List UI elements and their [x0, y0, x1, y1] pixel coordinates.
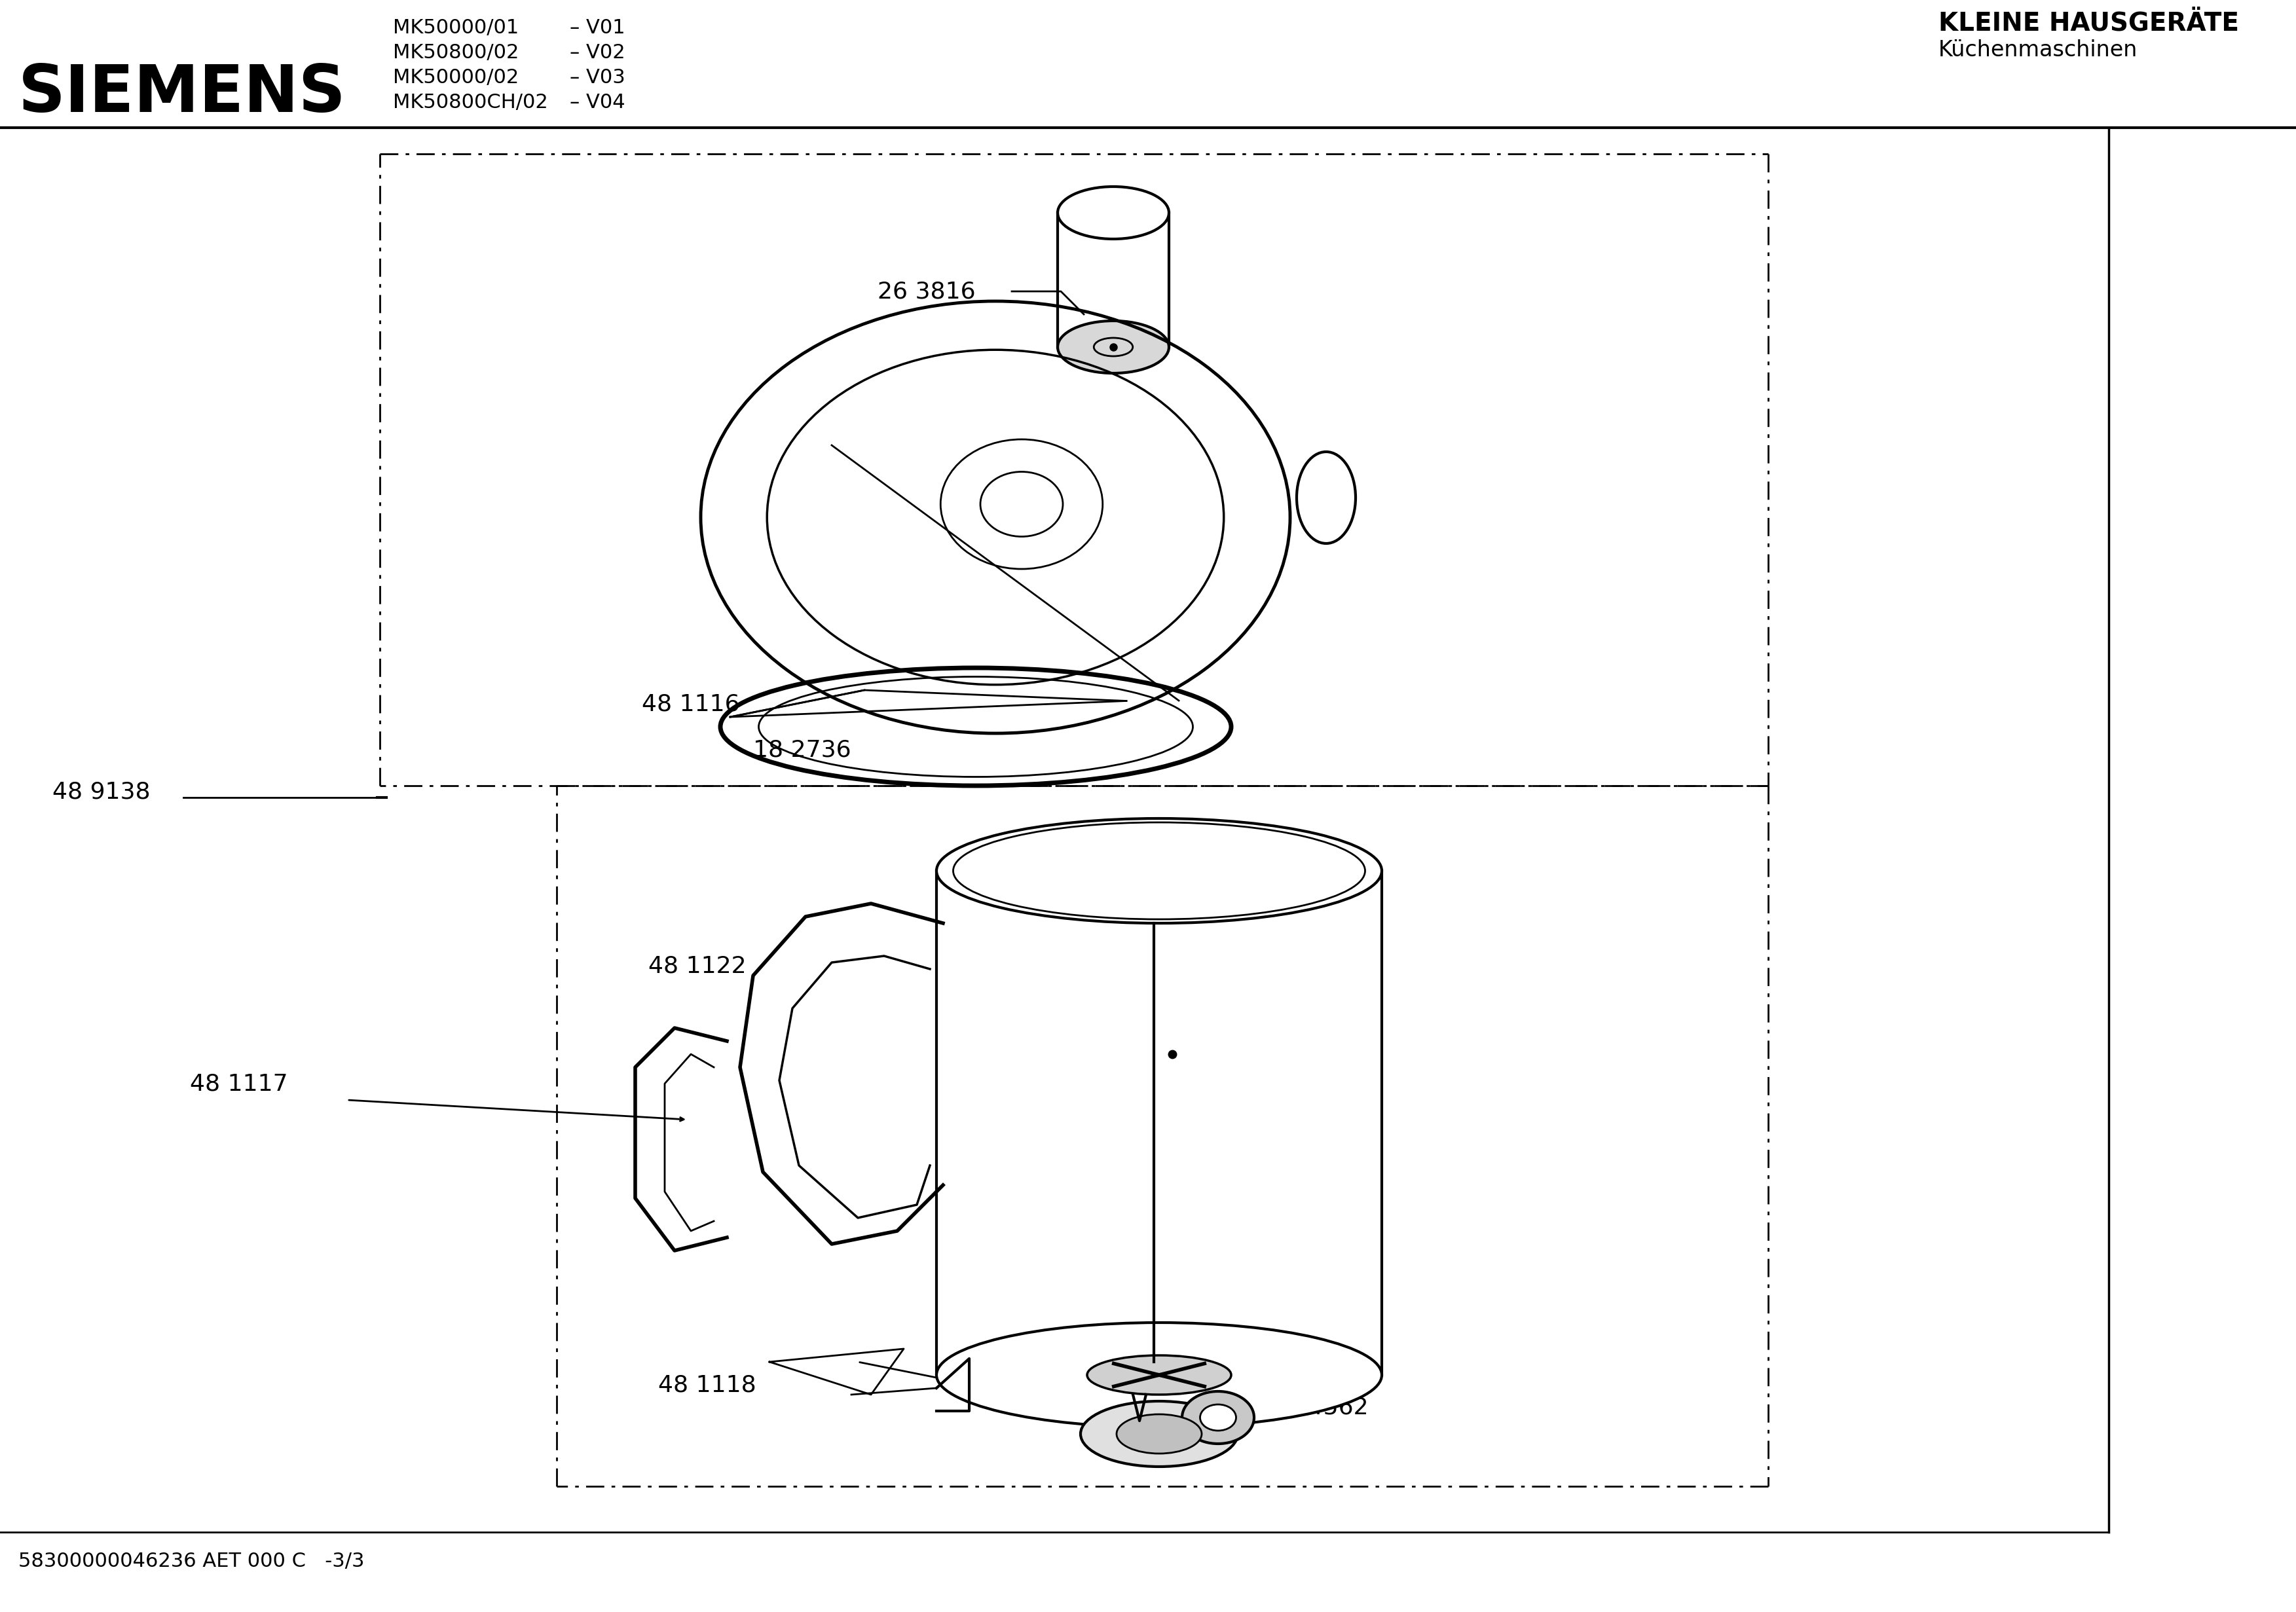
Ellipse shape	[1201, 1404, 1235, 1430]
Text: Küchenmaschinen: Küchenmaschinen	[1938, 39, 2138, 61]
Text: 58300000046236 AET 000 C   -3/3: 58300000046236 AET 000 C -3/3	[18, 1552, 365, 1570]
Text: 18 4562: 18 4562	[1270, 1396, 1368, 1419]
Text: 48 1116: 48 1116	[643, 693, 739, 716]
Text: 18 2736: 18 2736	[753, 738, 852, 761]
Text: MK50800/02: MK50800/02	[393, 44, 519, 63]
Text: KLEINE HAUSGERÄTE: KLEINE HAUSGERÄTE	[1938, 11, 2239, 37]
Ellipse shape	[937, 819, 1382, 924]
Text: – V03: – V03	[569, 68, 625, 87]
Text: 26 3816: 26 3816	[877, 280, 976, 303]
Ellipse shape	[1058, 321, 1169, 374]
Text: SIEMENS: SIEMENS	[18, 63, 347, 126]
Ellipse shape	[1116, 1414, 1201, 1454]
Ellipse shape	[1182, 1391, 1254, 1444]
Text: MK50000/02: MK50000/02	[393, 68, 519, 87]
Ellipse shape	[1086, 1356, 1231, 1394]
Ellipse shape	[1081, 1401, 1238, 1467]
Text: – V04: – V04	[569, 93, 625, 111]
Ellipse shape	[937, 1322, 1382, 1427]
Text: 48 1117: 48 1117	[191, 1072, 287, 1095]
Text: MK50800CH/02: MK50800CH/02	[393, 93, 549, 111]
Text: 48 9138: 48 9138	[53, 782, 149, 803]
Text: 48 1118: 48 1118	[659, 1373, 755, 1396]
Text: – V01: – V01	[569, 18, 625, 37]
Text: MK50000/01: MK50000/01	[393, 18, 519, 37]
Text: 48 1122: 48 1122	[647, 954, 746, 977]
Text: – V02: – V02	[569, 44, 625, 63]
